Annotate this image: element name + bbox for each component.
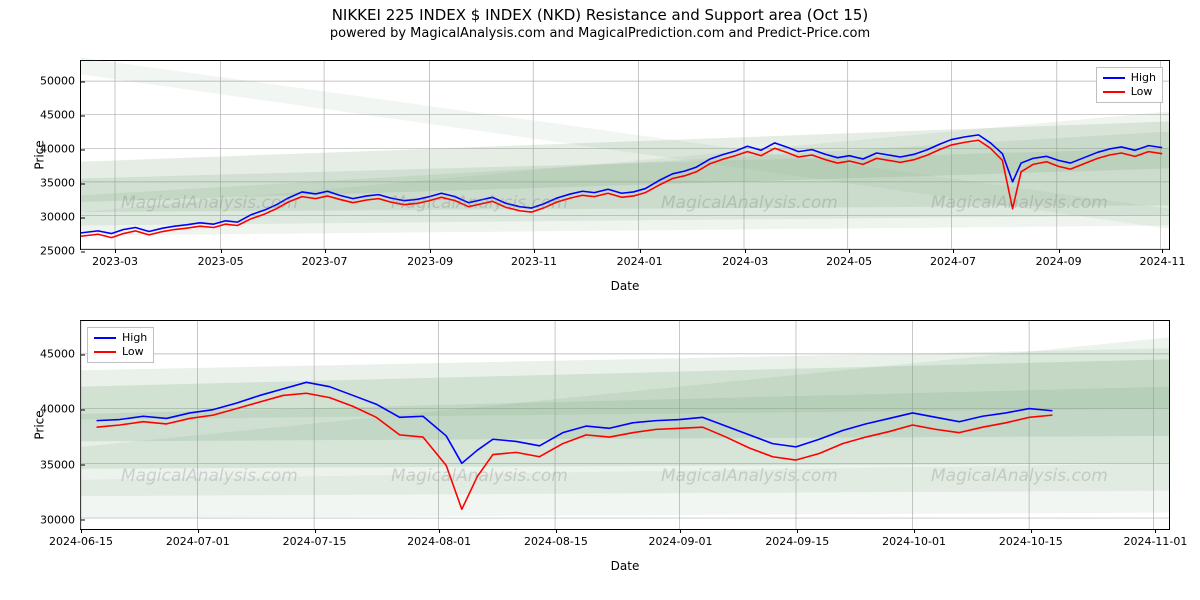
legend-label: High [1131,71,1156,85]
ytick: 35000 [40,458,81,471]
xtick: 2024-11-01 [1123,529,1187,548]
ytick: 50000 [40,75,81,88]
legend-item: High [1103,71,1156,85]
xtick: 2024-08-01 [407,529,471,548]
legend-top: HighLow [1096,67,1163,103]
xtick: 2024-01 [617,249,663,268]
ytick: 35000 [40,177,81,190]
xtick: 2024-09-01 [649,529,713,548]
legend-line-icon [1103,77,1125,79]
xtick: 2024-07-01 [166,529,230,548]
ytick: 45000 [40,109,81,122]
legend-label: High [122,331,147,345]
xlabel-bottom: Date [611,559,640,573]
xtick: 2023-09 [407,249,453,268]
legend-line-icon [94,351,116,353]
legend-item: Low [94,345,147,359]
figure-subtitle: powered by MagicalAnalysis.com and Magic… [0,24,1200,45]
chart-top-canvas [81,61,1169,249]
xtick: 2024-03 [722,249,768,268]
xtick: 2023-03 [92,249,138,268]
xtick: 2024-10-01 [882,529,946,548]
ytick: 40000 [40,143,81,156]
ytick: 40000 [40,403,81,416]
figure: NIKKEI 225 INDEX $ INDEX (NKD) Resistanc… [0,0,1200,600]
ytick: 45000 [40,348,81,361]
xtick: 2023-05 [198,249,244,268]
xtick: 2024-06-15 [49,529,113,548]
legend-bottom: HighLow [87,327,154,363]
chart-bottom: Price Date HighLow 300003500040000450002… [80,320,1170,530]
xtick: 2023-11 [511,249,557,268]
xtick: 2024-05 [826,249,872,268]
chart-bottom-canvas [81,321,1169,529]
xtick: 2024-08-15 [524,529,588,548]
xtick: 2024-07 [930,249,976,268]
legend-line-icon [1103,91,1125,93]
xlabel-top: Date [611,279,640,293]
xtick: 2024-11 [1140,249,1186,268]
xtick: 2023-07 [302,249,348,268]
ytick: 30000 [40,513,81,526]
xtick: 2024-09-15 [765,529,829,548]
legend-label: Low [1131,85,1153,99]
xtick: 2024-10-15 [999,529,1063,548]
ytick: 30000 [40,211,81,224]
xtick: 2024-09 [1036,249,1082,268]
chart-top: Price Date HighLow 250003000035000400004… [80,60,1170,250]
legend-label: Low [122,345,144,359]
legend-item: Low [1103,85,1156,99]
legend-item: High [94,331,147,345]
legend-line-icon [94,337,116,339]
ytick: 25000 [40,245,81,258]
figure-title: NIKKEI 225 INDEX $ INDEX (NKD) Resistanc… [0,0,1200,24]
xtick: 2024-07-15 [283,529,347,548]
